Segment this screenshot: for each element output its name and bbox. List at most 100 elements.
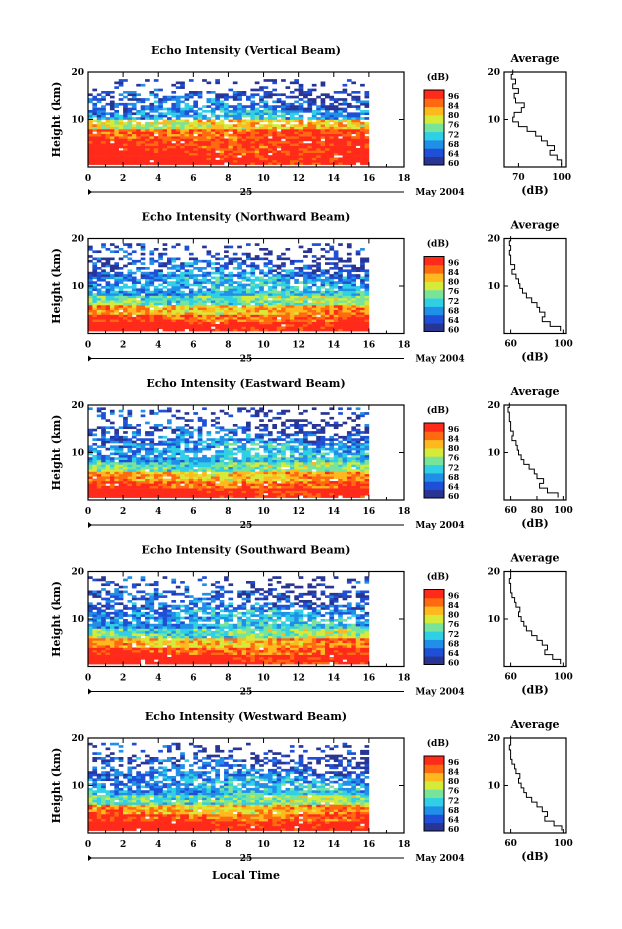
heatmap-cell [364, 309, 370, 313]
heatmap-cell [228, 148, 234, 151]
heatmap-cell [333, 447, 339, 451]
heatmap-cell [109, 445, 115, 449]
colorbar-tick-label: 76 [448, 286, 460, 296]
heatmap-cell [114, 471, 120, 475]
heatmap-cell [145, 278, 150, 282]
heatmap-cell [149, 148, 155, 151]
heatmap-cell [215, 79, 220, 82]
heatmap-cell [136, 316, 141, 320]
heatmap-cell [123, 136, 128, 139]
heatmap-cell [162, 145, 168, 149]
heatmap-cell [360, 262, 365, 265]
heatmap-cell [311, 150, 317, 154]
heatmap-cell [162, 314, 168, 318]
heatmap-cell [232, 312, 238, 315]
heatmap-cell [237, 91, 242, 94]
heatmap-cell [307, 316, 313, 320]
heatmap-cell [131, 476, 137, 479]
heatmap-cell [118, 495, 124, 498]
heatmap-cell [162, 290, 168, 294]
heatmap-cell [206, 476, 212, 479]
heatmap-cell [171, 155, 177, 158]
y-tick-label: 20 [71, 68, 84, 78]
heatmap-cell [333, 283, 339, 287]
heatmap-cell [162, 278, 168, 282]
heatmap-cell [294, 495, 299, 498]
heatmap-cell [149, 155, 155, 158]
heatmap-cell [105, 473, 111, 477]
heatmap-cell [171, 264, 177, 268]
heatmap-cell [360, 464, 365, 468]
heatmap-cell [263, 447, 269, 451]
heatmap-cell [263, 107, 269, 111]
heatmap-cell [92, 257, 98, 261]
heatmap-cell [158, 255, 163, 258]
heatmap-cell [127, 450, 133, 453]
heatmap-cell [307, 136, 313, 139]
heatmap-cell [224, 267, 229, 270]
heatmap-cell [228, 476, 234, 479]
heatmap-cell [224, 264, 229, 268]
heatmap-cell [320, 490, 326, 494]
heatmap-cell [123, 293, 128, 296]
heatmap-cell [219, 264, 225, 268]
heatmap-cell [109, 469, 115, 472]
heatmap-cell [259, 283, 264, 287]
heatmap-cell [149, 143, 155, 146]
heatmap-cell [237, 93, 242, 97]
heatmap-cell [294, 133, 299, 137]
heatmap-cell [228, 464, 234, 468]
heatmap-cell [342, 259, 348, 263]
heatmap-cell [259, 471, 264, 475]
date-marker [88, 189, 92, 195]
heatmap-cell [338, 98, 343, 101]
heatmap-cell [127, 297, 133, 301]
heatmap-cell [276, 295, 282, 299]
heatmap-cell [224, 276, 229, 280]
heatmap-cell [333, 481, 339, 484]
heatmap-cell [224, 440, 229, 444]
heatmap-cell [250, 112, 256, 116]
heatmap-cell [88, 110, 93, 113]
heatmap-cell [123, 459, 128, 463]
heatmap-cell [219, 138, 225, 142]
heatmap-cell [215, 312, 220, 315]
heatmap-cell [105, 314, 111, 318]
heatmap-cell [351, 290, 357, 294]
heatmap-cell [215, 483, 220, 487]
heatmap-cell [232, 112, 238, 116]
heatmap-cell [206, 457, 212, 460]
heatmap-cell [346, 445, 352, 449]
heatmap-cell [364, 145, 370, 149]
heatmap-cell [333, 276, 339, 280]
heatmap-cell [298, 136, 304, 139]
heatmap-cell [123, 121, 128, 125]
heatmap-cell [184, 286, 190, 289]
heatmap-cell [355, 314, 361, 318]
heatmap-cell [145, 283, 150, 287]
heatmap-cell [320, 305, 326, 308]
heatmap-cell [184, 309, 190, 313]
heatmap-cell [316, 466, 321, 470]
heatmap-cell [351, 478, 357, 482]
heatmap-cell [224, 140, 229, 144]
colorbar-step [424, 256, 444, 266]
heatmap-cell [346, 314, 352, 318]
heatmap-cell [140, 445, 146, 449]
heatmap-cell [206, 91, 212, 94]
heatmap-cell [224, 288, 229, 292]
heatmap-cell [158, 490, 163, 494]
heatmap-cell [351, 276, 357, 280]
heatmap-cell [355, 490, 361, 494]
heatmap-cell [197, 312, 203, 315]
heatmap-cell [127, 324, 133, 327]
heatmap-cell [140, 473, 146, 477]
heatmap-cell [202, 476, 207, 479]
heatmap-cell [346, 466, 352, 470]
heatmap-cell [118, 490, 124, 494]
heatmap-cell [342, 286, 348, 289]
heatmap-cell [219, 281, 225, 284]
heatmap-cell [259, 495, 264, 498]
heatmap-cell [188, 492, 194, 496]
heatmap-cell [272, 286, 278, 289]
